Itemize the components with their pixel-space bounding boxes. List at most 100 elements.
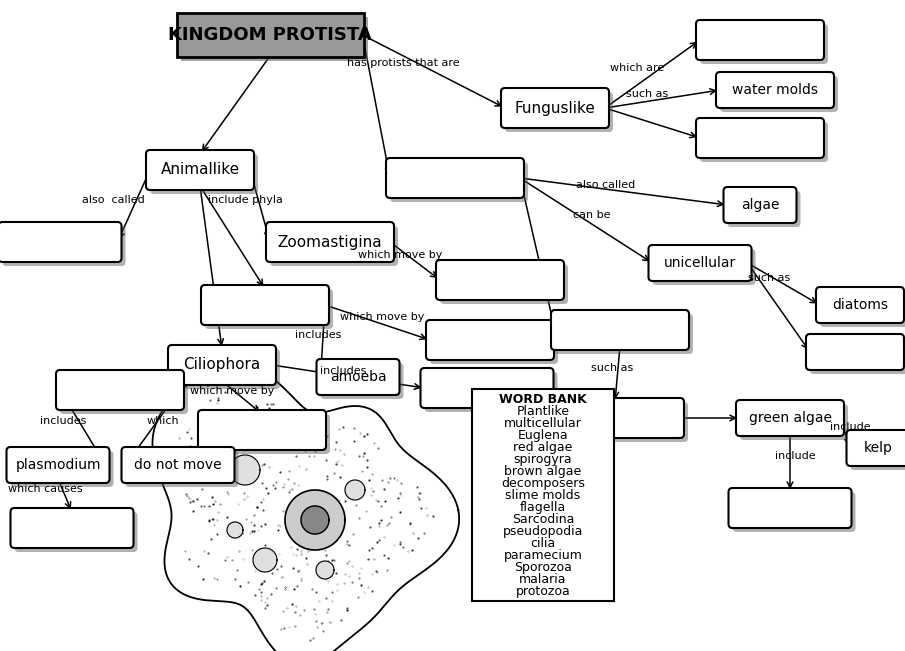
FancyBboxPatch shape (846, 430, 905, 466)
FancyBboxPatch shape (0, 222, 121, 262)
FancyBboxPatch shape (851, 434, 905, 470)
FancyBboxPatch shape (649, 245, 751, 281)
FancyBboxPatch shape (146, 150, 254, 190)
FancyBboxPatch shape (696, 20, 824, 60)
Text: decomposers: decomposers (501, 477, 585, 490)
Text: flagella: flagella (519, 501, 567, 514)
Text: diatoms: diatoms (832, 298, 888, 312)
Polygon shape (227, 522, 243, 538)
FancyBboxPatch shape (430, 324, 558, 364)
FancyBboxPatch shape (820, 291, 905, 327)
FancyBboxPatch shape (501, 88, 609, 128)
Text: Zoomastigina: Zoomastigina (278, 234, 382, 249)
FancyBboxPatch shape (270, 226, 398, 266)
Text: includes: includes (320, 365, 367, 376)
Polygon shape (301, 506, 329, 534)
FancyBboxPatch shape (816, 287, 904, 323)
Polygon shape (285, 490, 345, 550)
FancyBboxPatch shape (60, 374, 188, 414)
Text: has protists that are: has protists that are (348, 59, 460, 68)
Text: WORD BANK: WORD BANK (500, 393, 586, 406)
FancyBboxPatch shape (150, 154, 258, 194)
Text: spirogyra: spirogyra (514, 453, 572, 466)
FancyBboxPatch shape (729, 488, 852, 528)
FancyBboxPatch shape (732, 492, 855, 532)
FancyBboxPatch shape (716, 72, 834, 108)
FancyBboxPatch shape (555, 314, 693, 354)
Text: includes: includes (294, 330, 341, 340)
FancyBboxPatch shape (424, 372, 557, 412)
FancyBboxPatch shape (205, 289, 333, 329)
FancyBboxPatch shape (440, 264, 568, 304)
FancyBboxPatch shape (317, 359, 399, 395)
FancyBboxPatch shape (121, 447, 234, 483)
Text: pseudopodia: pseudopodia (503, 525, 583, 538)
FancyBboxPatch shape (550, 402, 688, 442)
Text: include: include (830, 422, 871, 432)
FancyBboxPatch shape (728, 191, 801, 227)
Text: red algae: red algae (513, 441, 573, 454)
Text: multicellular: multicellular (504, 417, 582, 430)
FancyBboxPatch shape (56, 370, 184, 410)
FancyBboxPatch shape (168, 345, 276, 385)
Text: Animallike: Animallike (160, 163, 240, 178)
FancyBboxPatch shape (176, 13, 364, 57)
Text: which move by: which move by (357, 250, 443, 260)
FancyBboxPatch shape (198, 410, 326, 450)
Text: unicellular: unicellular (664, 256, 736, 270)
Text: cilia: cilia (530, 537, 556, 550)
FancyBboxPatch shape (436, 260, 564, 300)
Text: algae: algae (741, 198, 779, 212)
FancyBboxPatch shape (421, 368, 554, 408)
Text: Sporozoa: Sporozoa (514, 561, 572, 574)
FancyBboxPatch shape (720, 76, 838, 112)
Text: which are: which are (610, 63, 664, 73)
Text: green algae: green algae (748, 411, 832, 425)
Text: include phyla: include phyla (207, 195, 282, 205)
FancyBboxPatch shape (736, 400, 844, 436)
Text: water molds: water molds (732, 83, 818, 97)
FancyBboxPatch shape (505, 92, 613, 132)
Text: Ciliophora: Ciliophora (184, 357, 261, 372)
Text: such as: such as (591, 363, 634, 373)
FancyBboxPatch shape (6, 447, 110, 483)
Text: which move by: which move by (190, 387, 274, 396)
Polygon shape (152, 364, 459, 651)
Text: include: include (775, 451, 815, 461)
FancyBboxPatch shape (11, 508, 134, 548)
Text: Sarcodina: Sarcodina (512, 513, 574, 526)
Polygon shape (253, 548, 277, 572)
Polygon shape (230, 455, 260, 485)
Text: Plantlike: Plantlike (517, 405, 569, 418)
FancyBboxPatch shape (201, 285, 329, 325)
FancyBboxPatch shape (653, 249, 756, 285)
Text: such as: such as (748, 273, 790, 283)
FancyBboxPatch shape (11, 451, 113, 487)
Text: plasmodium: plasmodium (15, 458, 100, 472)
Text: amoeba: amoeba (329, 370, 386, 384)
FancyBboxPatch shape (696, 118, 824, 158)
Text: also  called: also called (82, 195, 145, 205)
Text: which: which (147, 417, 179, 426)
FancyBboxPatch shape (472, 389, 614, 601)
FancyBboxPatch shape (546, 398, 684, 438)
FancyBboxPatch shape (202, 414, 330, 454)
FancyBboxPatch shape (180, 17, 367, 61)
Text: KINGDOM PROTISTA: KINGDOM PROTISTA (168, 26, 372, 44)
Text: brown algae: brown algae (504, 465, 582, 478)
FancyBboxPatch shape (390, 162, 528, 202)
FancyBboxPatch shape (126, 451, 239, 487)
FancyBboxPatch shape (14, 512, 138, 552)
FancyBboxPatch shape (723, 187, 796, 223)
Text: slime molds: slime molds (505, 489, 581, 502)
Text: Euglena: Euglena (518, 429, 568, 442)
Text: which move by: which move by (340, 311, 424, 322)
FancyBboxPatch shape (551, 310, 689, 350)
Text: do not move: do not move (134, 458, 222, 472)
FancyBboxPatch shape (3, 226, 126, 266)
Text: can be: can be (573, 210, 610, 219)
FancyBboxPatch shape (700, 24, 828, 64)
Text: also called: also called (576, 180, 635, 191)
Text: malaria: malaria (519, 573, 567, 586)
Text: protozoa: protozoa (516, 585, 570, 598)
